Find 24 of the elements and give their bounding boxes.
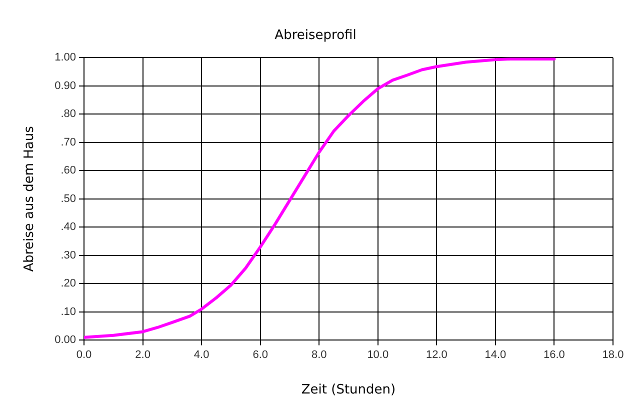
y-tick-label: 1.00 bbox=[54, 52, 76, 64]
x-tick-label: 4.0 bbox=[194, 348, 210, 361]
x-tick-label: 8.0 bbox=[311, 348, 327, 361]
y-tick-label: .10 bbox=[60, 306, 76, 318]
y-axis-title: Abreise aus dem Haus bbox=[22, 126, 38, 272]
y-tick-label: .80 bbox=[60, 108, 76, 120]
y-tick-label: .60 bbox=[60, 164, 76, 177]
x-tick-label: 6.0 bbox=[252, 348, 268, 361]
chart-title: Abreiseprofil bbox=[274, 28, 356, 44]
y-tick-label: .40 bbox=[60, 221, 76, 234]
y-tick-label: 0.90 bbox=[54, 80, 76, 92]
y-tick-label: .50 bbox=[60, 192, 76, 205]
x-tick-label: 0.0 bbox=[76, 348, 92, 361]
y-tick-label: 0.00 bbox=[54, 334, 76, 346]
y-tick-label: .20 bbox=[60, 278, 76, 290]
x-tick-label: 16.0 bbox=[544, 348, 565, 361]
y-tick-label: .70 bbox=[60, 136, 76, 148]
x-tick-label: 10.0 bbox=[367, 348, 389, 361]
y-tick-label: .30 bbox=[60, 249, 76, 262]
x-tick-label: 12.0 bbox=[426, 348, 448, 361]
x-tick-label: 18.0 bbox=[602, 348, 624, 361]
x-tick-label: 2.0 bbox=[135, 348, 150, 361]
x-axis-title: Zeit (Stunden) bbox=[301, 382, 396, 398]
x-tick-label: 14.0 bbox=[484, 348, 506, 361]
